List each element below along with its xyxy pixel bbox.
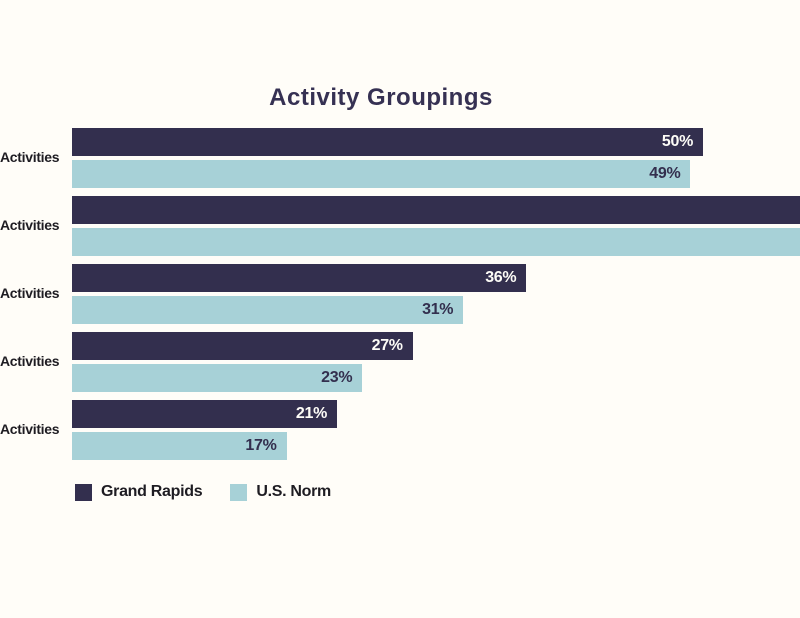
us-norm-bar: 23% [72, 364, 363, 392]
us-norm-bar: 31% [72, 296, 464, 324]
bar-pair: 36% 31% [72, 264, 800, 324]
bar-value-label: 49% [649, 165, 681, 182]
bar-group: Activities 27% 23% [0, 332, 800, 392]
grand-rapids-bar: 36% [72, 264, 527, 292]
chart-legend: Grand Rapids U.S. Norm [75, 483, 331, 501]
bar-group: Activities 50% 49% [0, 128, 800, 188]
us-norm-bar: 17% [72, 432, 287, 460]
bar-value-label: 23% [321, 369, 353, 386]
bar-value-label: 50% [661, 133, 693, 150]
bar-group: Activities 21% 17% [0, 400, 800, 460]
bar-value-label: 27% [371, 337, 403, 354]
category-label: Activities [0, 149, 60, 165]
bar-pair: 50% 49% [72, 128, 800, 188]
us-norm-bar [72, 228, 800, 256]
category-label: Activities [0, 421, 60, 437]
bar-value-label: 31% [422, 301, 454, 318]
grand-rapids-bar: 21% [72, 400, 338, 428]
bar-pair [72, 196, 800, 256]
legend-label: Grand Rapids [101, 483, 203, 500]
bar-value-label: 21% [295, 405, 328, 422]
bar-group: Activities 36% 31% [0, 264, 800, 324]
legend-label: U.S. Norm [256, 483, 331, 500]
grand-rapids-bar [72, 196, 800, 224]
legend-item-grand-rapids: Grand Rapids [75, 483, 203, 501]
grand-rapids-bar: 27% [72, 332, 413, 360]
grand-rapids-bar: 50% [72, 128, 703, 156]
chart-title: Activity Groupings [269, 84, 493, 111]
us-norm-bar: 49% [72, 160, 691, 188]
legend-swatch-grand-rapids [75, 483, 92, 501]
category-label: Activities [0, 285, 60, 301]
bar-value-label: 17% [245, 437, 277, 454]
bar-pair: 21% 17% [72, 400, 800, 460]
legend-item-us-norm: U.S. Norm [230, 483, 331, 501]
category-label: Activities [0, 217, 60, 233]
bar-pair: 27% 23% [72, 332, 800, 392]
category-label: Activities [0, 353, 60, 369]
bar-value-label: 36% [485, 269, 517, 286]
legend-swatch-us-norm [230, 483, 248, 501]
bar-group: Activities [0, 196, 800, 256]
